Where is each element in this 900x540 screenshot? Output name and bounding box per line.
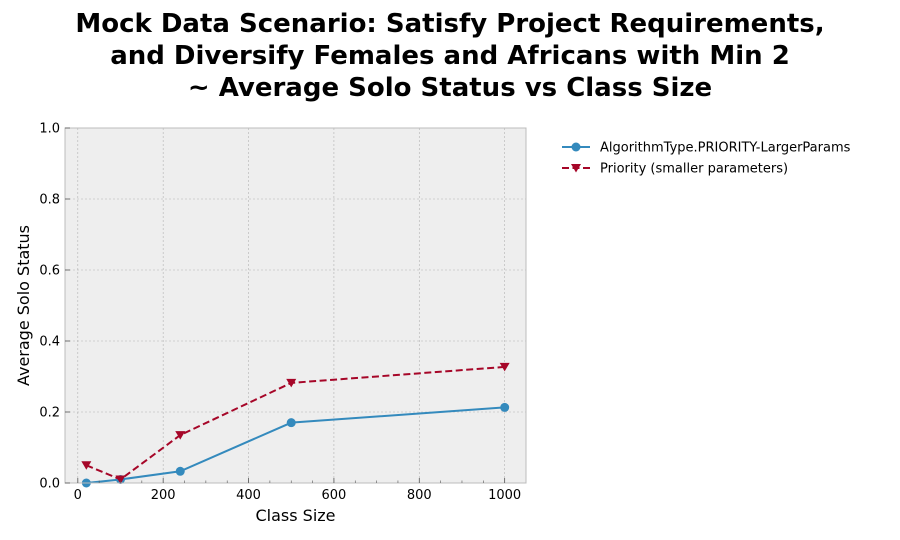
y-tick-label-4: 0.8	[39, 193, 60, 208]
data-point-1-3	[286, 378, 297, 388]
y-axis-label: Average Solo Status	[14, 225, 33, 386]
data-point-1-0	[81, 461, 92, 470]
legend-label-1: Priority (smaller parameters)	[600, 162, 788, 177]
y-axis-ticks: 0.0 0.2 0.4 0.6 0.8 1.0	[39, 122, 70, 492]
title-line-2: and Diversify Females and Africans with …	[110, 41, 790, 71]
legend-entry-1: Priority (smaller parameters)	[562, 162, 788, 177]
series-1	[81, 362, 510, 484]
legend-marker-1	[571, 164, 581, 173]
y-tick-label-3: 0.6	[39, 264, 60, 279]
y-tick-label-1: 0.2	[39, 406, 60, 421]
x-tick-label-0: 0	[74, 488, 82, 503]
legend-marker-0	[571, 142, 581, 152]
legend: AlgorithmType.PRIORITY-LargerParams Prior…	[562, 141, 851, 177]
data-point-0-2	[175, 466, 185, 476]
x-axis-ticks: 0 200 400 600 800 1000	[74, 478, 521, 503]
title-line-1: Mock Data Scenario: Satisfy Project Requ…	[75, 9, 825, 39]
data-point-1-2	[175, 431, 186, 440]
x-tick-label-4: 800	[407, 488, 432, 503]
series-layer	[81, 362, 510, 488]
data-point-0-3	[286, 418, 296, 428]
chart-title: Mock Data Scenario: Satisfy Project Requ…	[0, 8, 900, 104]
y-tick-label-0: 0.0	[39, 477, 60, 492]
y-tick-label-5: 1.0	[39, 122, 60, 137]
plot-frame	[64, 127, 527, 484]
x-tick-label-1: 200	[151, 488, 176, 503]
legend-entry-0: AlgorithmType.PRIORITY-LargerParams	[562, 141, 851, 156]
y-tick-label-2: 0.4	[39, 335, 60, 350]
plot-background	[65, 128, 526, 483]
x-tick-label-5: 1000	[488, 488, 521, 503]
legend-label-0: AlgorithmType.PRIORITY-LargerParams	[600, 141, 851, 156]
data-point-0-4	[500, 402, 510, 412]
x-tick-label-3: 600	[322, 488, 347, 503]
x-axis-label: Class Size	[255, 506, 335, 525]
data-point-1-4	[499, 362, 510, 372]
x-tick-label-2: 400	[236, 488, 261, 503]
title-line-3: ~ Average Solo Status vs Class Size	[187, 73, 713, 103]
data-point-1-1	[115, 475, 126, 484]
